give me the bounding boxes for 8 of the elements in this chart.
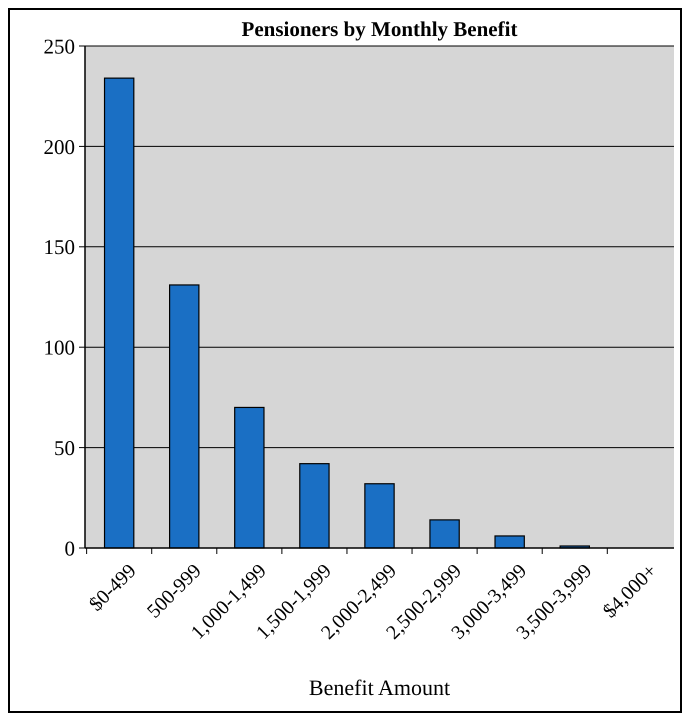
chart-title: Pensioners by Monthly Benefit bbox=[242, 17, 518, 41]
y-tick-label: 50 bbox=[54, 436, 75, 460]
y-tick-label: 0 bbox=[64, 536, 75, 560]
y-tick-label: 100 bbox=[44, 336, 75, 360]
x-axis-title: Benefit Amount bbox=[308, 675, 450, 700]
y-tick-label: 250 bbox=[44, 34, 75, 58]
y-tick-label: 200 bbox=[44, 134, 75, 159]
y-tick-label: 150 bbox=[44, 235, 75, 260]
